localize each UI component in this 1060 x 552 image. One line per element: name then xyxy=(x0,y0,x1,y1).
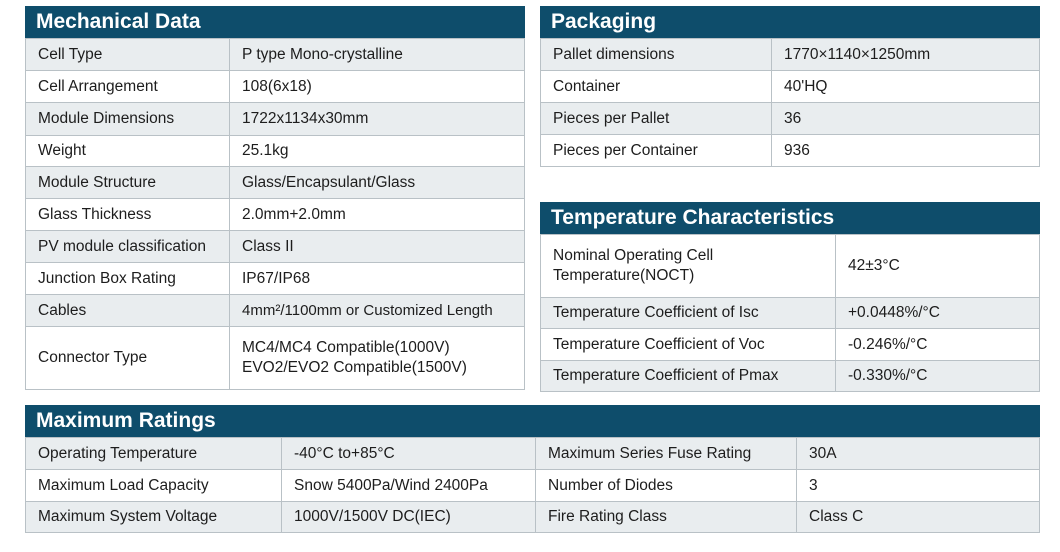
table-row: Temperature Coefficient of Isc +0.0448%/°… xyxy=(540,297,1040,329)
table-row: Temperature Coefficient of Voc -0.246%/°C xyxy=(540,328,1040,361)
mechanical-data-panel: Mechanical Data Cell Type P type Mono-cry… xyxy=(25,6,525,390)
row-label: Cell Arrangement xyxy=(25,70,230,103)
table-row: PV module classification Class II xyxy=(25,230,525,263)
temperature-title: Temperature Characteristics xyxy=(540,202,1040,234)
maximum-ratings-table: Operating Temperature -40°C to+85°C Maxi… xyxy=(25,437,1040,533)
row-label: Pieces per Container xyxy=(540,134,772,167)
table-row: Junction Box Rating IP67/IP68 xyxy=(25,262,525,295)
packaging-table: Pallet dimensions 1770×1140×1250mm Contai… xyxy=(540,38,1040,167)
table-row: Cell Arrangement 108(6x18) xyxy=(25,70,525,103)
row-label: Maximum Load Capacity xyxy=(25,469,282,502)
row-value: Class II xyxy=(229,230,525,263)
row-value: -0.330%/°C xyxy=(835,360,1040,392)
maximum-ratings-panel: Maximum Ratings Operating Temperature -4… xyxy=(25,405,1040,533)
table-row: Maximum Load Capacity Snow 5400Pa/Wind 2… xyxy=(25,469,1040,502)
connector-line-2: EVO2/EVO2 Compatible(1500V) xyxy=(242,359,467,376)
row-value: IP67/IP68 xyxy=(229,262,525,295)
packaging-panel: Packaging Pallet dimensions 1770×1140×125… xyxy=(540,6,1040,167)
noct-line-2: Temperature(NOCT) xyxy=(553,267,695,284)
row-value: 108(6x18) xyxy=(229,70,525,103)
row-value: 3 xyxy=(796,469,1040,502)
row-label: Pallet dimensions xyxy=(540,38,772,71)
row-label: Temperature Coefficient of Voc xyxy=(540,328,836,361)
row-value: 25.1kg xyxy=(229,135,525,167)
table-row: Module Dimensions 1722x1134x30mm xyxy=(25,102,525,136)
row-value: P type Mono-crystalline xyxy=(229,38,525,71)
row-label: Module Structure xyxy=(25,166,230,199)
mechanical-data-title: Mechanical Data xyxy=(25,6,525,38)
row-value: 42±3°C xyxy=(835,234,1040,298)
row-label: Operating Temperature xyxy=(25,437,282,470)
row-value: -0.246%/°C xyxy=(835,328,1040,361)
row-label: Nominal Operating Cell Temperature(NOCT) xyxy=(540,234,836,298)
noct-line-1: Nominal Operating Cell xyxy=(553,247,714,264)
row-value: 40'HQ xyxy=(771,70,1040,103)
row-value: 1770×1140×1250mm xyxy=(771,38,1040,71)
row-label: Maximum System Voltage xyxy=(25,501,282,533)
table-row: Pallet dimensions 1770×1140×1250mm xyxy=(540,38,1040,71)
table-row: Container 40'HQ xyxy=(540,70,1040,103)
table-row: Connector Type MC4/MC4 Compatible(1000V)… xyxy=(25,326,525,390)
row-value: Glass/Encapsulant/Glass xyxy=(229,166,525,199)
table-row: Operating Temperature -40°C to+85°C Maxi… xyxy=(25,437,1040,470)
mechanical-data-table: Cell Type P type Mono-crystalline Cell Ar… xyxy=(25,38,525,390)
row-value: 2.0mm+2.0mm xyxy=(229,198,525,231)
row-label: Glass Thickness xyxy=(25,198,230,231)
table-row: Pieces per Container 936 xyxy=(540,134,1040,167)
table-row: Nominal Operating Cell Temperature(NOCT)… xyxy=(540,234,1040,298)
table-row: Temperature Coefficient of Pmax -0.330%/°… xyxy=(540,360,1040,392)
table-row: Pieces per Pallet 36 xyxy=(540,102,1040,135)
connector-line-1: MC4/MC4 Compatible(1000V) xyxy=(242,339,450,356)
row-label: Number of Diodes xyxy=(535,469,797,502)
row-label: Weight xyxy=(25,135,230,167)
row-label: Temperature Coefficient of Isc xyxy=(540,297,836,329)
table-row: Cell Type P type Mono-crystalline xyxy=(25,38,525,71)
temperature-panel: Temperature Characteristics Nominal Oper… xyxy=(540,202,1040,392)
row-label: Container xyxy=(540,70,772,103)
row-value: 30A xyxy=(796,437,1040,470)
table-row: Glass Thickness 2.0mm+2.0mm xyxy=(25,198,525,231)
row-label: Temperature Coefficient of Pmax xyxy=(540,360,836,392)
row-label: Junction Box Rating xyxy=(25,262,230,295)
packaging-title: Packaging xyxy=(540,6,1040,38)
row-value: -40°C to+85°C xyxy=(281,437,536,470)
row-label: Connector Type xyxy=(25,326,230,390)
row-value: +0.0448%/°C xyxy=(835,297,1040,329)
row-value: 1722x1134x30mm xyxy=(229,102,525,136)
row-value: MC4/MC4 Compatible(1000V) EVO2/EVO2 Comp… xyxy=(229,326,525,390)
row-label: Module Dimensions xyxy=(25,102,230,136)
row-value: 36 xyxy=(771,102,1040,135)
maximum-ratings-title: Maximum Ratings xyxy=(25,405,1040,437)
row-value: 936 xyxy=(771,134,1040,167)
table-row: Maximum System Voltage 1000V/1500V DC(IE… xyxy=(25,501,1040,533)
row-label: PV module classification xyxy=(25,230,230,263)
row-label: Fire Rating Class xyxy=(535,501,797,533)
temperature-table: Nominal Operating Cell Temperature(NOCT)… xyxy=(540,234,1040,392)
row-value: Snow 5400Pa/Wind 2400Pa xyxy=(281,469,536,502)
table-row: Cables 4mm²/1100mm or Customized Length xyxy=(25,294,525,327)
table-row: Weight 25.1kg xyxy=(25,135,525,167)
row-label: Maximum Series Fuse Rating xyxy=(535,437,797,470)
row-value: 4mm²/1100mm or Customized Length xyxy=(229,294,525,327)
row-value: Class C xyxy=(796,501,1040,533)
table-row: Module Structure Glass/Encapsulant/Glass xyxy=(25,166,525,199)
row-label: Cables xyxy=(25,294,230,327)
row-label: Cell Type xyxy=(25,38,230,71)
row-value: 1000V/1500V DC(IEC) xyxy=(281,501,536,533)
row-label: Pieces per Pallet xyxy=(540,102,772,135)
